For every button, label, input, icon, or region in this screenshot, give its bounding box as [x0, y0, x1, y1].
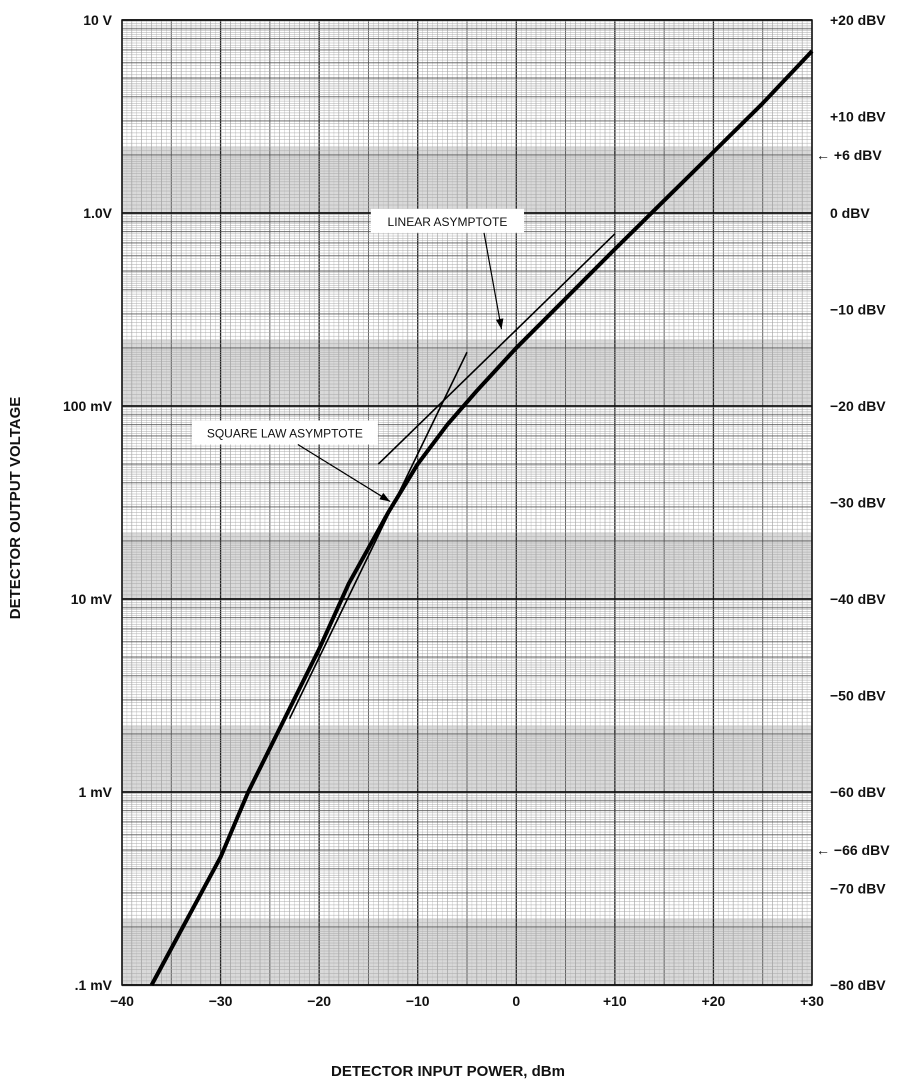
y-tick-label-left: 1 mV	[79, 784, 113, 800]
annotation-label: LINEAR ASYMPTOTE	[388, 215, 508, 229]
annotation-leader	[297, 444, 391, 503]
x-tick-label: −10	[406, 993, 430, 1009]
y-tick-label-right: −70 dBV	[830, 881, 886, 897]
y-tick-label-right: −60 dBV	[830, 784, 886, 800]
x-tick-label: 0	[512, 993, 520, 1009]
y-tick-label-right: 0 dBV	[830, 205, 870, 221]
y-tick-label-left: 10 mV	[71, 591, 113, 607]
x-tick-label: +30	[800, 993, 824, 1009]
x-tick-label: −20	[307, 993, 331, 1009]
linear-asymptote-line	[377, 233, 616, 465]
annotation-arrowhead	[379, 492, 391, 502]
tick-labels: −40 −30 −20 −10 0 +10 +20 +30 10 V 1.0V 100 mV 10 m…	[63, 12, 890, 1009]
annotation-label: SQUARE LAW ASYMPTOTE	[207, 427, 363, 441]
y-axis-title: DETECTOR OUTPUT VOLTAGE	[7, 397, 24, 620]
annotation-box	[370, 208, 525, 233]
y-tick-label-right: −30 dBV	[830, 495, 886, 511]
y-tick-label-right: −20 dBV	[830, 398, 886, 414]
y-tick-label-right: −40 dBV	[830, 591, 886, 607]
y-tick-label-left: 1.0V	[83, 205, 112, 221]
y-tick-label-left: .1 mV	[75, 977, 113, 993]
y-tick-label-left: 10 V	[83, 12, 112, 28]
x-tick-label: +20	[702, 993, 726, 1009]
y-tick-label-right: −10 dBV	[830, 302, 886, 318]
y-tick-label-right: ← +6 dBV	[816, 147, 882, 163]
detector-response-curve	[149, 49, 814, 986]
y-tick-label-right: +10 dBV	[830, 109, 886, 125]
x-tick-label: +10	[603, 993, 627, 1009]
annotations: LINEAR ASYMPTOTE SQUARE LAW ASYMPTOTE	[191, 208, 525, 503]
y-tick-label-left: 100 mV	[63, 398, 113, 414]
annotation-leader	[483, 232, 503, 330]
annotation-box	[191, 420, 378, 445]
annotation-arrowhead	[495, 318, 504, 330]
series-layer	[149, 49, 814, 986]
y-tick-label-right: ← −66 dBV	[816, 842, 890, 858]
plot-frame	[121, 19, 813, 986]
square-law-asymptote-line	[288, 351, 468, 719]
y-tick-label-right: +20 dBV	[830, 12, 886, 28]
x-tick-label: −40	[110, 993, 134, 1009]
y-tick-label-right: −50 dBV	[830, 688, 886, 704]
x-tick-label: −30	[209, 993, 233, 1009]
y-tick-label-right: −80 dBV	[830, 977, 886, 993]
grid	[121, 19, 813, 987]
x-axis-title: DETECTOR INPUT POWER, dBm	[331, 1063, 565, 1079]
